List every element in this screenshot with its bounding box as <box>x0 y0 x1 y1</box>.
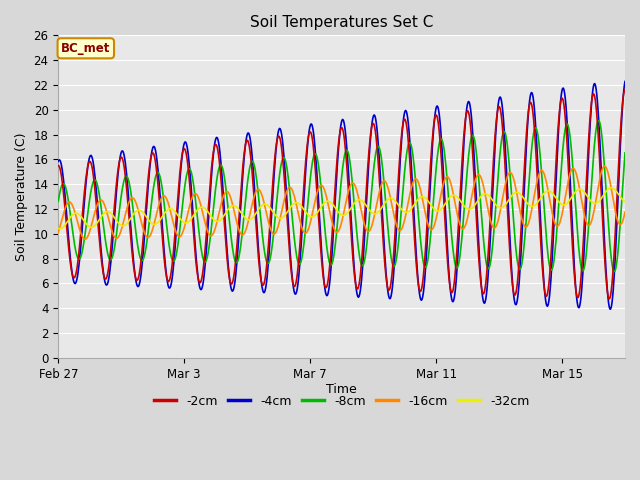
Y-axis label: Soil Temperature (C): Soil Temperature (C) <box>15 132 28 261</box>
Text: BC_met: BC_met <box>61 42 111 55</box>
X-axis label: Time: Time <box>326 384 357 396</box>
Legend: -2cm, -4cm, -8cm, -16cm, -32cm: -2cm, -4cm, -8cm, -16cm, -32cm <box>148 390 534 413</box>
Title: Soil Temperatures Set C: Soil Temperatures Set C <box>250 15 433 30</box>
